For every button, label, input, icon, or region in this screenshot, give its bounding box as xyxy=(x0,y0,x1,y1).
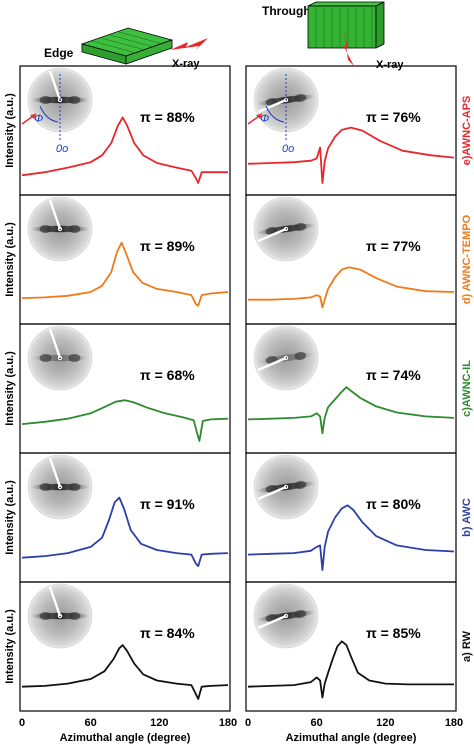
header-illustration: Edge Through X-ray xyxy=(44,1,404,71)
x-tick-label: 60 xyxy=(85,717,97,729)
orientation-index-label: π = 89% xyxy=(140,238,195,254)
orientation-index-label: π = 68% xyxy=(140,367,195,383)
x-tick-label: 60 xyxy=(311,717,323,729)
beam-stop-icon xyxy=(257,98,287,114)
azimuth-annotation: Φ 0o xyxy=(247,74,294,155)
xray-arrow-right-icon xyxy=(343,30,354,66)
intensity-curve xyxy=(21,644,229,700)
xray-label-right: X-ray xyxy=(376,59,404,71)
xray-label-left: X-ray xyxy=(172,58,200,70)
beam-stop-icon xyxy=(48,586,62,617)
beam-stop-icon xyxy=(48,457,62,488)
y-axis-label: Intensity (a.u.) xyxy=(4,222,16,297)
panel-6-through: π = 74% c)AWNC-IL xyxy=(245,323,473,454)
zero-degree-label: 0o xyxy=(56,143,68,155)
orientation-index-label: π = 88% xyxy=(140,109,195,125)
zero-degree-label: 0o xyxy=(282,143,294,155)
intensity-curve xyxy=(248,266,455,309)
beam-stop-icon xyxy=(257,614,287,630)
sample-label: c)AWNC-IL xyxy=(461,360,473,417)
panel-3-edge: π = 89% xyxy=(19,194,231,325)
y-axis-label: Intensity (a.u.) xyxy=(4,609,16,684)
orientation-index-label: π = 76% xyxy=(366,109,421,125)
beam-stop-icon xyxy=(48,70,62,101)
phi-label: Φ xyxy=(34,113,43,125)
saxs-pattern-inset-icon xyxy=(27,196,93,262)
beam-stop-icon xyxy=(257,485,287,501)
orientation-index-label: π = 77% xyxy=(366,238,421,254)
sample-label: e)AWNC-APS xyxy=(461,96,473,166)
xray-arrow-left-icon xyxy=(170,38,208,50)
intensity-curve xyxy=(247,126,455,184)
intensity-curve xyxy=(21,241,229,307)
y-axis-label: Intensity (a.u.) xyxy=(4,93,16,168)
x-axis-labels: 0 60 120 180 Azimuthal angle (degree) 0 60 120 1… xyxy=(19,717,463,744)
sample-label: a) RW xyxy=(461,630,473,662)
orientation-index-label: π = 80% xyxy=(366,496,421,512)
through-sample-block-icon xyxy=(307,1,385,49)
orientation-index-label: π = 85% xyxy=(366,625,421,641)
panel-7-edge: π = 91% xyxy=(19,452,231,583)
orientation-index-label: π = 84% xyxy=(140,625,195,641)
panel-1-edge: Φ 0o π = 88% xyxy=(19,65,231,196)
x-tick-label: 180 xyxy=(219,717,237,729)
phi-label: Φ xyxy=(260,113,269,125)
panel-frame xyxy=(245,581,457,712)
x-axis-title: Azimuthal angle (degree) xyxy=(60,732,191,744)
panel-8-through: π = 80% b) AWC xyxy=(245,452,473,583)
intensity-curve xyxy=(21,116,228,184)
intensity-curve xyxy=(247,386,455,435)
beam-stop-icon xyxy=(257,356,287,372)
edge-sample-block-icon xyxy=(80,27,174,65)
through-column-title: Through xyxy=(262,4,311,18)
saxs-pattern-inset-icon xyxy=(253,583,319,649)
saxs-pattern-inset-icon xyxy=(27,454,93,520)
beam-stop-icon xyxy=(48,328,62,359)
sample-label: d) AWNC-TEMPO xyxy=(461,214,473,304)
y-axis-label: Intensity (a.u.) xyxy=(4,351,16,426)
panel-5-edge: π = 68% xyxy=(19,323,231,454)
intensity-curve xyxy=(21,399,229,442)
beam-stop-icon xyxy=(257,227,287,243)
beam-stop-icon xyxy=(48,199,62,230)
x-tick-label: 120 xyxy=(376,717,394,729)
saxs-pattern-inset-icon xyxy=(27,325,93,391)
panel-10-through: π = 85% a) RW xyxy=(245,581,473,712)
edge-column-title: Edge xyxy=(44,46,74,60)
panel-4-through: π = 77% d) AWNC-TEMPO xyxy=(245,194,473,325)
saxs-pattern-inset-icon xyxy=(253,196,319,262)
orientation-index-label: π = 91% xyxy=(140,496,195,512)
x-tick-label: 180 xyxy=(445,717,463,729)
y-axis-labels: Intensity (a.u.) Intensity (a.u.) Intensit… xyxy=(4,93,16,684)
panel-9-edge: π = 84% xyxy=(19,581,231,712)
y-axis-label: Intensity (a.u.) xyxy=(4,480,16,555)
intensity-curve xyxy=(247,640,454,699)
x-axis-title: Azimuthal angle (degree) xyxy=(286,732,417,744)
x-tick-label: 120 xyxy=(150,717,168,729)
x-tick-label: 0 xyxy=(19,717,25,729)
azimuth-annotation: Φ 0o xyxy=(21,74,68,155)
panel-frame xyxy=(19,581,231,712)
intensity-curve xyxy=(21,496,229,567)
panel-2-through: Φ 0o π = 76% e)AWNC-APS xyxy=(245,65,473,196)
saxs-pattern-inset-icon xyxy=(27,583,93,649)
sample-label: b) AWC xyxy=(461,498,473,537)
saxs-pattern-inset-icon xyxy=(253,454,319,520)
panel-grid: Φ 0o π = 88% Φ 0o π = 76% e)AWNC-APS π = 89% π =… xyxy=(19,65,473,712)
intensity-curve xyxy=(247,504,455,571)
orientation-index-label: π = 74% xyxy=(366,367,421,383)
x-tick-label: 0 xyxy=(245,717,251,729)
saxs-pattern-inset-icon xyxy=(253,325,319,391)
